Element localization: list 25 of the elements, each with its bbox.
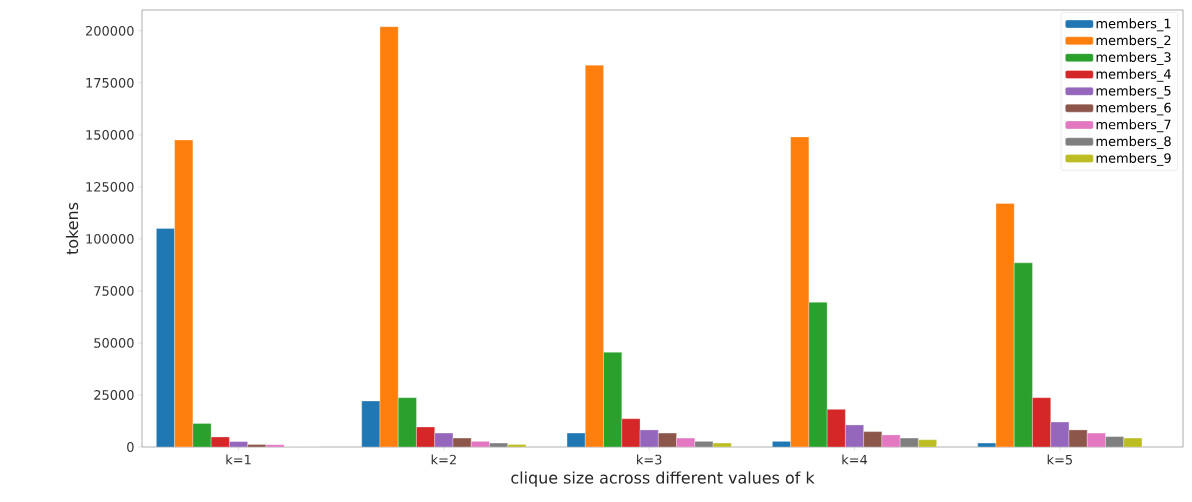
legend-label: members_9: [1096, 152, 1171, 166]
y-tick-label: 150000: [86, 129, 134, 140]
x-tick-label: k=1: [226, 454, 251, 465]
legend-label: members_5: [1096, 85, 1171, 99]
y-tick-label: 200000: [85, 25, 134, 36]
y-tick-label: 125000: [86, 181, 134, 192]
y-axis-title: tokens: [65, 202, 79, 255]
x-tick-label: k=3: [637, 454, 662, 465]
y-tick-label: 175000: [86, 77, 134, 88]
legend-label: members_2: [1096, 35, 1171, 49]
legend-label: members_7: [1096, 119, 1171, 133]
legend-label: members_6: [1096, 102, 1171, 116]
legend-label: members_1: [1096, 18, 1171, 32]
y-tick-label: 0: [127, 442, 134, 452]
legend-label: members_8: [1096, 136, 1171, 150]
x-tick-label: k=5: [1047, 454, 1073, 465]
legend-label: members_3: [1096, 52, 1171, 65]
y-tick-label: 100000: [86, 234, 134, 244]
x-tick-label: k=2: [431, 454, 456, 465]
x-tick-label: k=4: [842, 454, 868, 465]
y-tick-label: 75000: [94, 286, 134, 296]
y-tick-label: 50000: [94, 338, 134, 348]
y-tick-label: 25000: [94, 390, 134, 400]
legend-label: members_4: [1096, 68, 1171, 82]
x-axis-title: clique size across different values of k: [511, 471, 815, 487]
